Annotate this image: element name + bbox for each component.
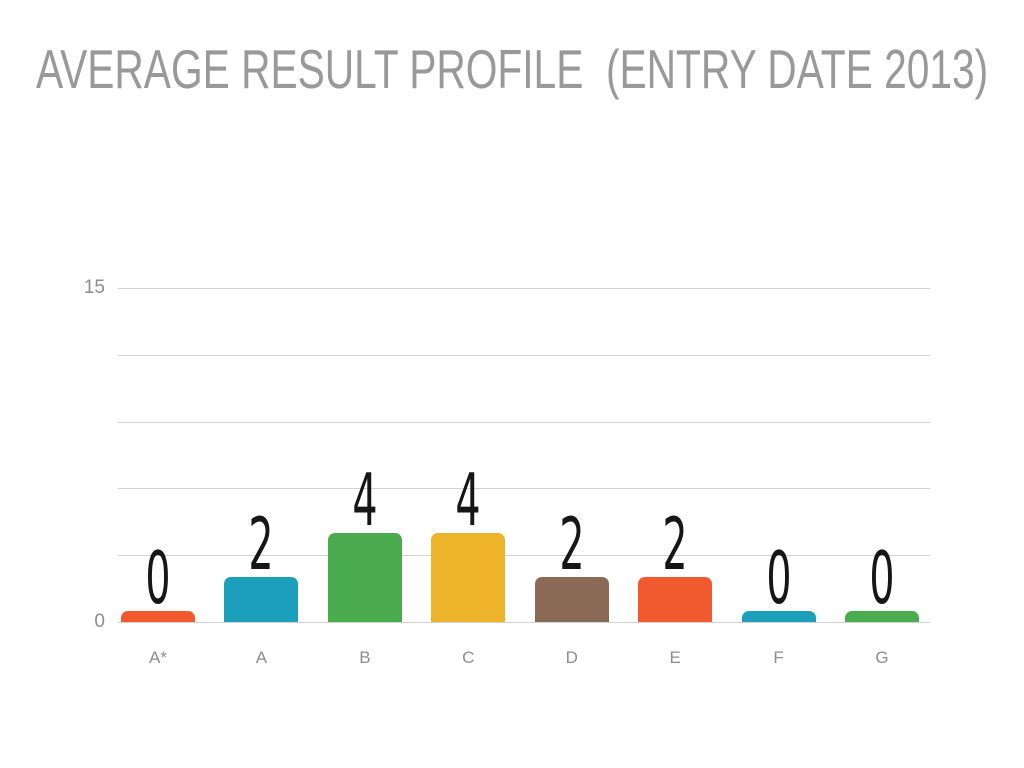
- bar: [638, 577, 713, 622]
- y-axis-tick-label: 15: [83, 277, 105, 298]
- gridline: [118, 555, 930, 557]
- x-axis-label: A: [255, 648, 268, 667]
- bar-value-label: 0: [765, 536, 792, 620]
- bar: [224, 577, 299, 622]
- bar: [121, 611, 195, 622]
- x-axis-label: C: [462, 648, 475, 667]
- gridline: [118, 288, 930, 289]
- gridline: [118, 488, 930, 490]
- gridline: [118, 354, 930, 356]
- bar-value-label: 0: [869, 536, 895, 620]
- bar-value-label: 0: [145, 536, 171, 620]
- bar-value-label: 4: [352, 457, 378, 542]
- x-axis-label: D: [565, 648, 578, 667]
- x-axis-label: B: [359, 648, 371, 667]
- bar: [845, 611, 919, 622]
- bar-value-label: 2: [248, 502, 275, 587]
- bar: [327, 532, 402, 622]
- bar: [534, 577, 609, 622]
- bar: [741, 611, 816, 622]
- bar-value-label: 2: [662, 502, 688, 587]
- chart-title: AVERAGE RESULT PROFILE (ENTRY DATE 2013): [36, 38, 989, 100]
- gridline: [118, 421, 930, 423]
- x-axis-label: E: [669, 648, 681, 667]
- bar-value-label: 2: [559, 502, 585, 587]
- gridline: [118, 622, 930, 623]
- bar: [431, 532, 506, 622]
- x-axis-label: A*: [149, 648, 167, 667]
- bar-value-label: 4: [455, 457, 481, 542]
- x-axis-label: F: [773, 648, 784, 667]
- x-axis-label: G: [875, 648, 889, 667]
- y-axis-tick-label: 0: [94, 611, 105, 632]
